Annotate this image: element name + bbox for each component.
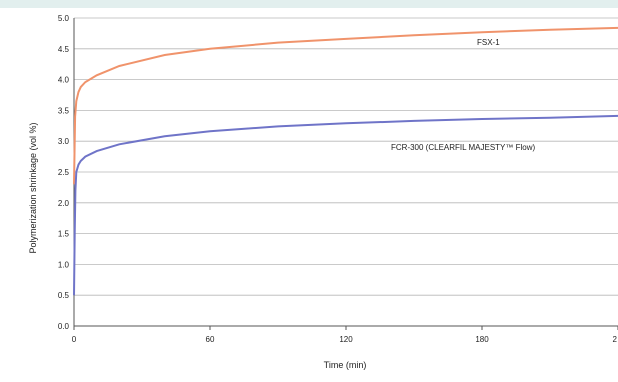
- tick-layer: 0.0 0.5 1.0 1.5 2.0 2.5 3.0 3.5 4.0 4.5 5.0 0 60 120 1…: [58, 14, 618, 344]
- axis-layer: [73, 18, 618, 330]
- label-layer: FSX-1 FCR-300 (CLEARFIL MAJESTY™ Flow): [391, 38, 536, 152]
- y-tick-label: 3.5: [58, 106, 70, 115]
- x-tick-label: 180: [475, 335, 489, 344]
- grid-layer: [74, 17, 618, 296]
- y-tick-label: 4.0: [58, 76, 70, 85]
- series-label: FCR-300 (CLEARFIL MAJESTY™ Flow): [391, 143, 536, 152]
- x-tick-label: 120: [339, 335, 353, 344]
- series-layer: [73, 26, 618, 296]
- y-tick-label: 1.5: [58, 230, 70, 239]
- y-axis-title: Polymerization shrinkage (vol %): [28, 122, 38, 253]
- x-tick-label: 0: [72, 335, 77, 344]
- series-line: [73, 114, 618, 296]
- x-axis-title: Time (min): [324, 360, 367, 370]
- y-tick-label: 4.5: [58, 45, 70, 54]
- y-tick-label: 5.0: [58, 14, 70, 23]
- y-tick-label: 3.0: [58, 137, 70, 146]
- x-tick-label: 60: [206, 335, 215, 344]
- x-tick-label: 2: [613, 335, 618, 344]
- y-tick-label: 2.5: [58, 168, 70, 177]
- y-tick-label: 0.5: [58, 291, 70, 300]
- y-tick-label: 0.0: [58, 322, 70, 331]
- y-tick-label: 2.0: [58, 199, 70, 208]
- top-band: [0, 0, 618, 8]
- y-tick-label: 1.0: [58, 260, 70, 269]
- series-label: FSX-1: [477, 38, 500, 47]
- series-line: [73, 26, 618, 185]
